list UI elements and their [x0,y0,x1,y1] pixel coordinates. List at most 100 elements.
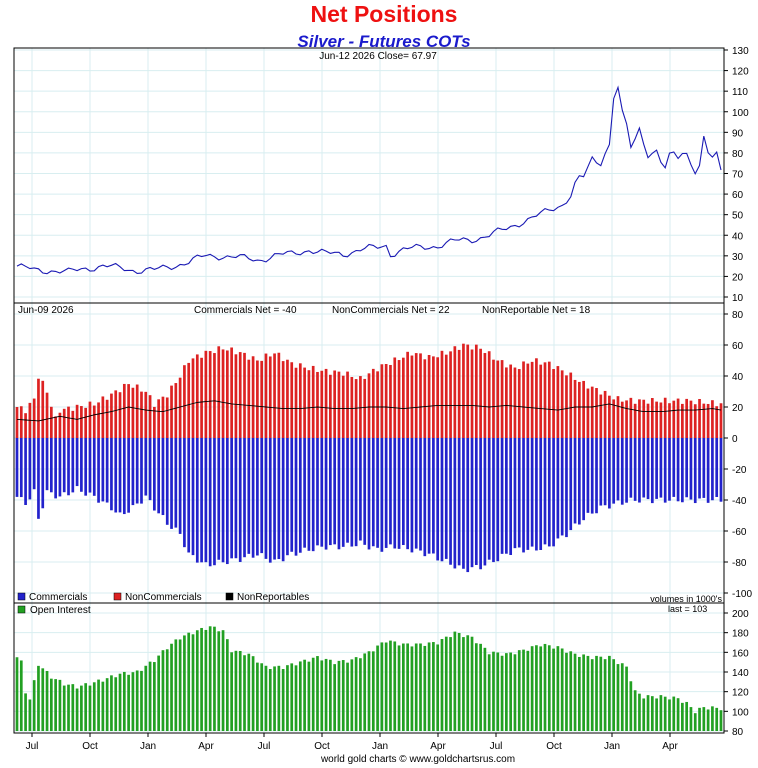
commercials-bar [32,438,36,490]
noncommercials-bar [711,400,714,438]
noncommercials-bar [153,406,156,438]
commercials-bar [496,438,500,562]
open-interest-bar [719,710,723,731]
last-label: last = 103 [668,604,707,614]
open-interest-bar [92,682,96,731]
noncommercials-bar [702,403,706,438]
x-tick-label: Apr [430,741,446,752]
noncommercials-bar [650,398,654,438]
commercials-bar [389,438,392,545]
open-interest-bar [457,633,461,731]
noncommercials-bar [595,388,598,438]
noncommercials-bar [230,347,233,438]
open-interest-bar [397,645,401,731]
commercials-bar [341,438,345,547]
noncommercials-bar [547,361,551,438]
noncommercials-bar [466,344,470,438]
commercials-bar [97,438,100,503]
y-tick-label: 120 [732,688,749,699]
open-interest-bar [264,665,268,731]
noncommercials-bar [187,362,191,438]
commercials-bar [165,438,169,525]
noncommercials-bar [264,353,268,438]
noncommercials-bar [105,399,109,438]
commercials-bar [37,438,40,519]
noncommercials-bar [329,374,332,438]
open-interest-bar [509,652,513,731]
commercials-bar [526,438,530,550]
noncommercials-bar [243,352,246,438]
price-line [16,85,722,275]
commercials-bar [612,438,616,504]
open-interest-bar [84,683,88,731]
open-interest-bar [432,642,435,731]
commercials-bar [599,438,603,506]
commercials-bar [642,438,646,498]
noncommercials-bar [608,395,611,438]
noncommercials-bar [474,344,478,438]
noncommercials-bar [689,400,693,438]
y-tick-label: 50 [732,211,744,222]
y-tick-label: 180 [732,629,749,640]
noncommercials-bar [316,371,319,438]
commercials-bar [140,438,143,504]
noncommercials-bar [118,392,122,438]
noncommercials-bar [590,386,594,438]
open-interest-bar [140,670,143,731]
commercials-bar [15,438,19,497]
commercials-bar [316,438,319,546]
net-header-nonreportables: NonReportable Net = 18 [482,305,591,316]
x-tick-label: Jul [258,741,271,752]
commercials-bar [307,438,311,551]
noncommercials-bar [84,407,88,438]
commercials-bar [479,438,482,570]
commercials-bar [427,438,431,554]
open-interest-bar [105,678,109,731]
noncommercials-bar [221,349,225,438]
commercials-bar [298,438,302,553]
open-interest-bar [470,636,474,731]
noncommercials-bar [487,351,491,438]
commercials-bar [436,438,440,561]
noncommercials-bar [427,354,431,438]
commercials-bar [552,438,555,547]
open-interest-bar [191,634,195,731]
noncommercials-bar [350,377,354,438]
x-tick-label: Apr [662,741,678,752]
noncommercials-bar [256,360,259,438]
commercials-bar [539,438,543,550]
y-tick-label: 70 [732,170,744,181]
commercials-bar [419,438,422,551]
commercials-bar [620,438,624,505]
commercials-bar [277,438,281,560]
legend-swatch [17,592,26,601]
open-interest-bar [603,659,607,731]
nonreportables-line [16,400,722,422]
commercials-bar [187,438,191,553]
open-interest-bar [294,665,298,731]
commercials-bar [311,438,315,552]
commercials-bar [363,438,367,545]
y-tick-label: 60 [732,190,744,201]
open-interest-bar [560,648,564,731]
open-interest-bar [702,707,706,731]
y-tick-label: 120 [732,67,749,78]
commercials-bar [676,438,680,502]
open-interest-bar [376,645,379,731]
commercials-bar [616,438,620,501]
noncommercials-bar [303,367,306,438]
commercials-bar [213,438,216,566]
commercials-bar [625,438,628,503]
commercials-bar [24,438,27,505]
open-interest-bar [144,665,148,731]
commercials-bar [19,438,23,498]
commercials-bar [88,438,92,493]
commercials-bar [234,438,238,559]
commercials-bar [208,438,212,567]
commercials-bar [84,438,88,496]
noncommercials-bar [24,413,27,438]
y-tick-label: 80 [732,149,744,160]
commercials-bar [243,438,246,558]
noncommercials-bar [286,359,289,438]
noncommercials-bar [496,360,500,438]
